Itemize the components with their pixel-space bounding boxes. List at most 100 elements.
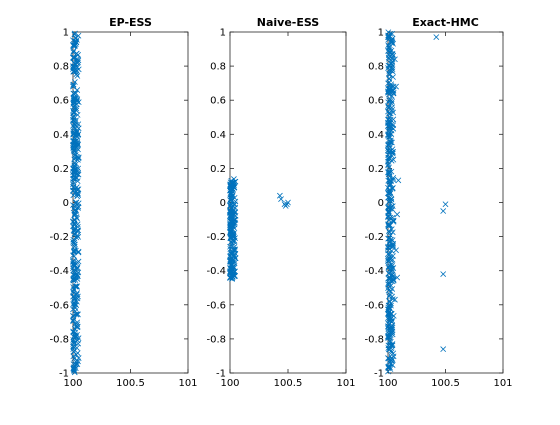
data-point xyxy=(75,165,82,172)
data-point xyxy=(71,303,77,309)
data-point xyxy=(71,98,78,105)
data-point-outlier xyxy=(395,177,402,184)
data-point xyxy=(73,71,80,77)
data-point xyxy=(385,221,392,228)
data-point xyxy=(387,134,393,141)
data-point xyxy=(70,145,77,151)
data-point xyxy=(388,65,395,72)
data-point-outlier xyxy=(393,83,399,90)
data-point xyxy=(385,161,392,168)
data-point xyxy=(229,276,235,282)
data-point-outlier xyxy=(433,34,440,40)
data-point-outlier xyxy=(285,199,291,206)
data-point xyxy=(227,270,233,277)
data-point xyxy=(385,310,392,316)
data-point xyxy=(70,293,76,300)
panel-title-3: Exact-HMC xyxy=(412,16,479,29)
data-point xyxy=(74,331,80,338)
y-tick-label: 0.8 xyxy=(368,62,384,73)
data-point xyxy=(72,361,79,368)
y-tick-label: 0.8 xyxy=(53,62,69,73)
data-point xyxy=(72,283,79,290)
data-point xyxy=(75,192,82,198)
data-point xyxy=(228,195,234,202)
data-point xyxy=(387,180,394,187)
data-point xyxy=(72,42,78,49)
data-point xyxy=(388,282,394,289)
data-point xyxy=(74,276,81,282)
data-point xyxy=(385,209,392,216)
data-point xyxy=(70,48,77,54)
y-tick-label: 0.4 xyxy=(53,130,69,141)
data-point xyxy=(228,193,234,200)
data-point-outlier xyxy=(392,56,398,63)
y-tick-label: 1 xyxy=(63,28,69,39)
data-point xyxy=(71,368,78,374)
data-point xyxy=(70,109,77,116)
data-point xyxy=(227,187,233,194)
data-point xyxy=(70,49,77,56)
data-point xyxy=(227,268,234,275)
data-point xyxy=(389,153,395,159)
data-point xyxy=(389,328,395,335)
data-point xyxy=(73,283,80,289)
data-point-outlier xyxy=(440,271,447,277)
data-point xyxy=(70,353,77,360)
data-point xyxy=(389,139,395,146)
data-point xyxy=(388,83,395,89)
data-point xyxy=(387,96,394,103)
data-point xyxy=(232,247,238,254)
data-point xyxy=(386,276,393,283)
data-point xyxy=(387,364,393,371)
data-point xyxy=(71,175,78,182)
data-point xyxy=(73,50,80,57)
data-point xyxy=(390,312,397,319)
data-point xyxy=(386,346,393,353)
data-point xyxy=(230,234,237,240)
panel-title-2: Naive-ESS xyxy=(257,16,320,29)
data-point xyxy=(390,175,397,181)
data-point xyxy=(229,261,236,268)
y-tick-label: -0.4 xyxy=(206,266,226,277)
x-tick-label: 100 xyxy=(220,378,239,389)
data-point xyxy=(73,344,80,351)
y-tick-label: -0.6 xyxy=(364,300,384,311)
y-tick-label: -0.4 xyxy=(364,266,384,277)
y-tick-label: -0.8 xyxy=(364,334,384,345)
data-point xyxy=(71,365,77,372)
data-point xyxy=(390,156,397,163)
y-tick-label: 1 xyxy=(378,28,384,39)
x-tick-label: 101 xyxy=(493,378,512,389)
data-point xyxy=(71,225,78,232)
data-point xyxy=(70,236,77,243)
data-point xyxy=(73,171,80,177)
data-point-outlier xyxy=(440,208,447,214)
data-point xyxy=(386,85,393,92)
data-point xyxy=(70,288,76,295)
panel-title-1: EP-ESS xyxy=(109,16,152,29)
data-point xyxy=(227,197,233,204)
data-point xyxy=(389,56,396,62)
y-tick-label: -0.8 xyxy=(49,334,69,345)
y-tick-label: 0.8 xyxy=(210,62,226,73)
data-point xyxy=(385,142,392,149)
data-point xyxy=(229,274,236,281)
data-point xyxy=(385,184,391,191)
data-point xyxy=(71,31,78,38)
data-point xyxy=(387,190,394,197)
data-point-outlier xyxy=(394,211,401,218)
y-tick-label: 0.6 xyxy=(368,96,384,107)
data-point xyxy=(73,284,80,290)
data-point xyxy=(70,262,77,269)
y-tick-label: -0.6 xyxy=(206,300,226,311)
y-tick-label: -0.2 xyxy=(364,232,384,243)
data-point xyxy=(386,148,393,155)
y-tick-label: -0.6 xyxy=(49,300,69,311)
data-point xyxy=(72,334,78,341)
data-point xyxy=(70,343,77,350)
x-tick-label: 101 xyxy=(178,378,197,389)
data-point xyxy=(74,319,81,326)
data-point xyxy=(388,302,394,309)
data-point xyxy=(227,212,233,219)
data-point xyxy=(385,154,392,161)
